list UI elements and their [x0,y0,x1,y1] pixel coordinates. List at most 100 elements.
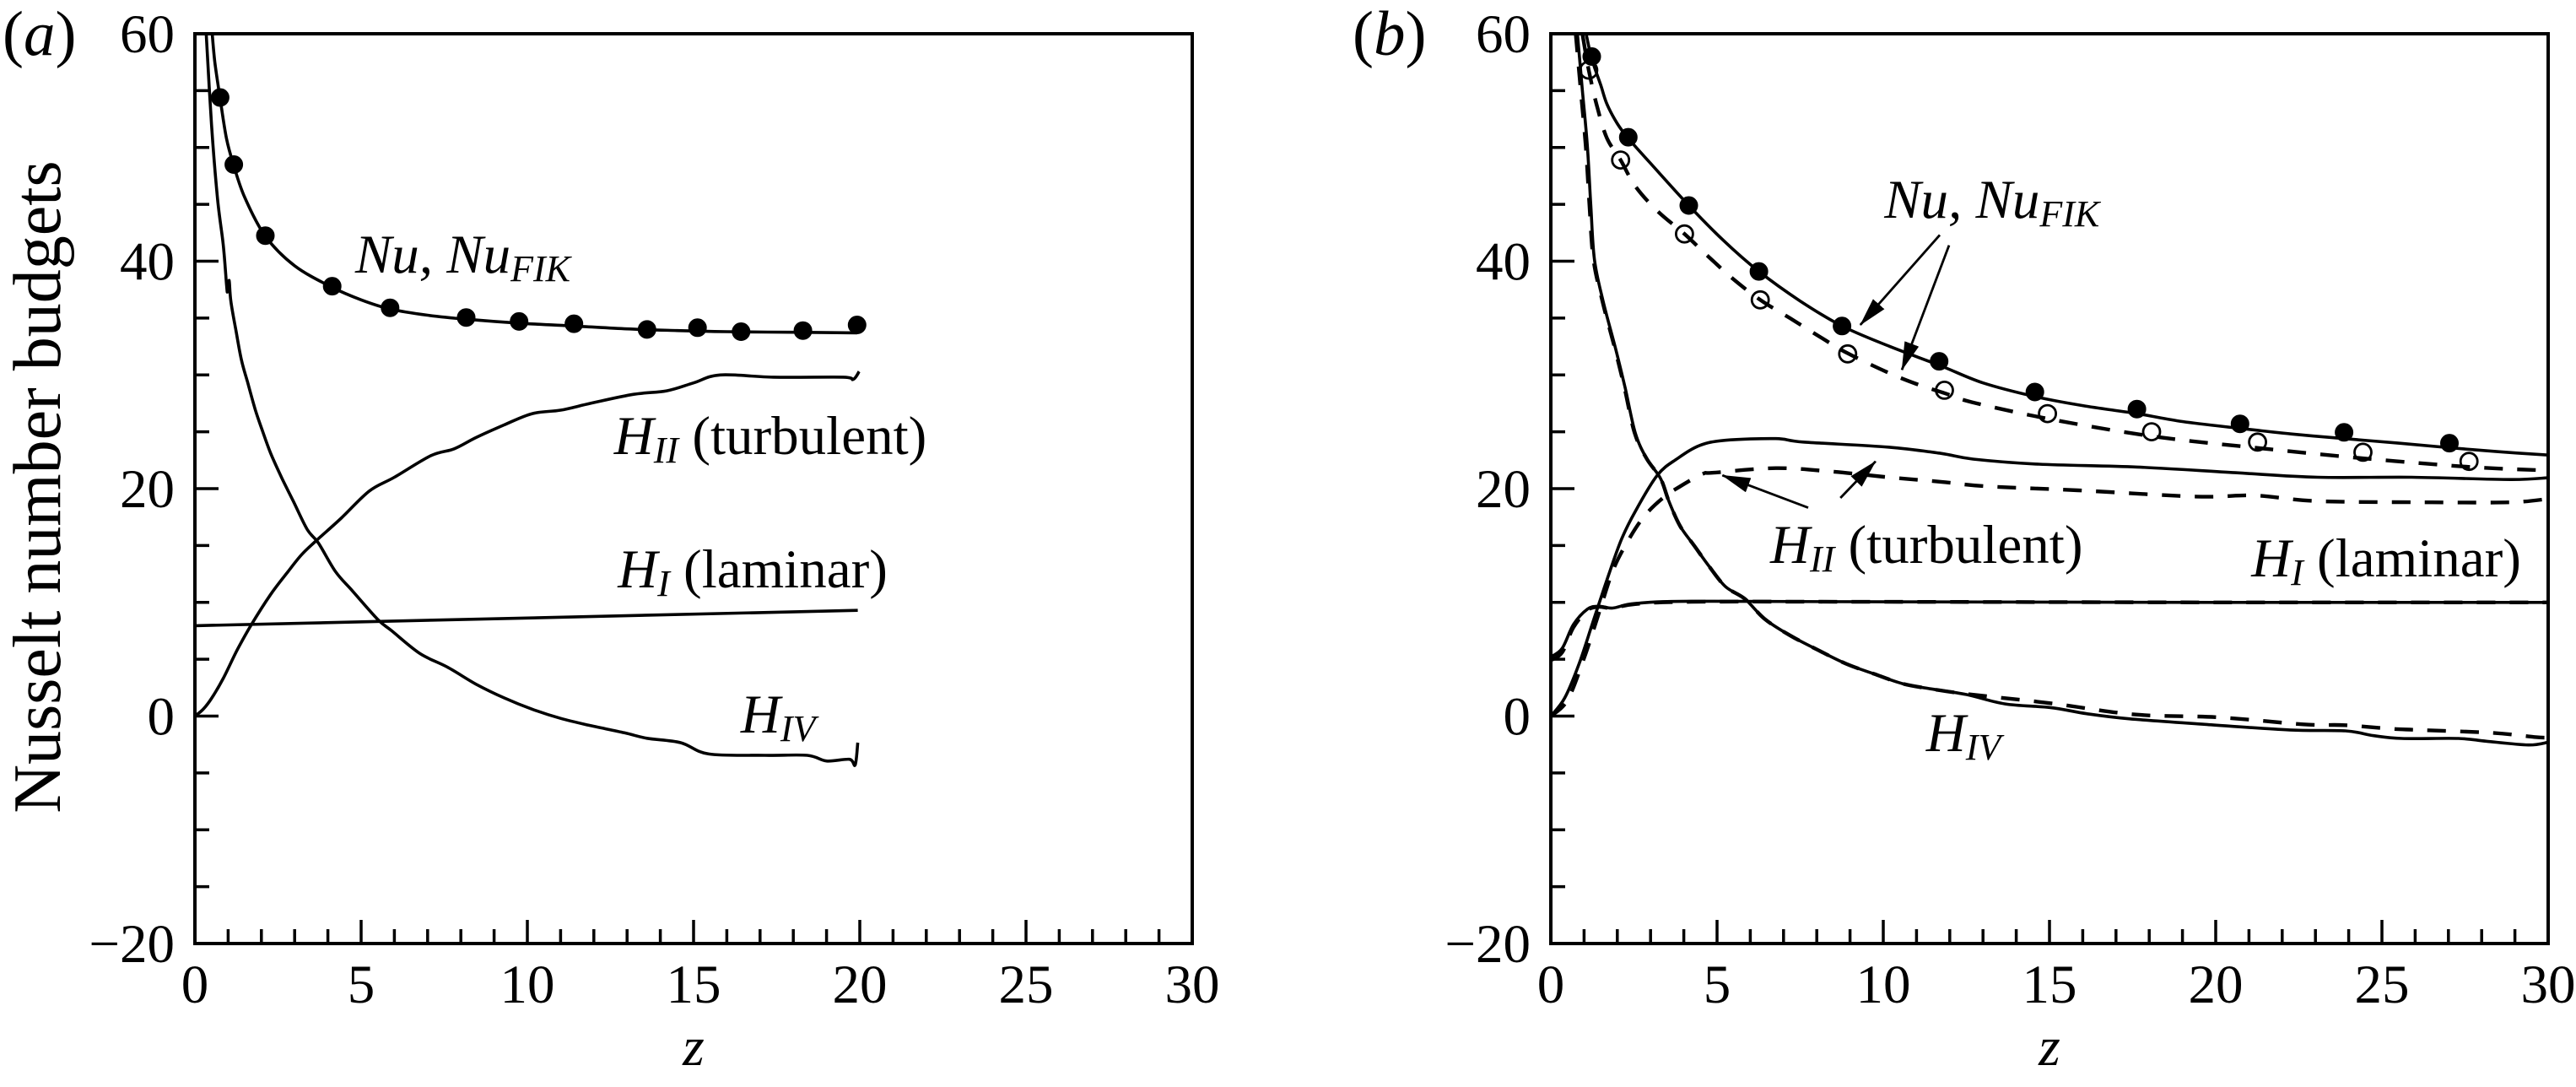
series-line-nu-solid [1585,34,2548,457]
series-line-h-iv [204,34,860,767]
series-annotation-h-i: HI (laminar) [2250,528,2521,593]
x-axis-label: z [682,1016,705,1078]
filled-circle-marker [1749,262,1769,281]
open-circle-marker [1750,289,1770,310]
annotation-main: H [617,539,660,600]
filled-circle-marker [210,88,230,107]
x-tick-label: 15 [2022,955,2077,1015]
y-tick-label: 0 [148,687,176,748]
series-annotation-h-i: HI (laminar) [617,539,888,604]
annotation-subscript: II [653,430,681,471]
filled-circle-marker [2440,434,2459,453]
series-annotation-h-iv: HIV [740,684,820,749]
filled-circle-marker [1833,316,1852,336]
filled-circle-marker [224,155,244,174]
annotation-main: Nu, Nu [354,224,510,285]
x-tick-label: 5 [348,955,375,1015]
panel-label-letter: b [1374,0,1406,69]
axis-ticks [193,32,1194,945]
x-tick-label: 10 [1856,955,1911,1015]
annotation-main: Nu, Nu [1883,170,2039,230]
x-tick-label: 20 [833,955,888,1015]
open-circle-marker [1611,150,1631,170]
series-lines [1551,34,2548,747]
annotation-arrow-icon [1900,245,1951,371]
y-axis-label: Nusselt number budgets [1,160,75,813]
annotation-subscript: FIK [2039,193,2102,235]
annotation-suffix: (turbulent) [1834,515,2082,576]
annotation-main: H [740,684,783,745]
annotation-subscript: FIK [510,248,573,289]
plot-frame [193,32,1194,945]
plot-frame [1549,32,2550,945]
filled-circle-marker [564,314,584,333]
x-tick-label: 25 [2355,955,2410,1015]
panel-label: (b) [1353,0,1426,69]
annotation-arrow-icon [1839,460,1877,499]
annotation-main: H [2250,528,2293,589]
annotation-subscript: I [2290,552,2305,593]
y-tick-label: 60 [1476,4,1531,65]
x-tick-label: 20 [2189,955,2244,1015]
series-markers [1579,47,2479,472]
y-tick-label: 60 [120,4,175,65]
y-tick-label: −20 [89,914,175,975]
filled-circle-marker [510,311,529,331]
series-annotation-h-ii: HII (turbulent) [613,406,926,471]
panel-label-close: ) [55,0,76,69]
filled-circle-marker [1618,127,1638,147]
annotation-main: H [1925,703,1968,764]
open-circle-marker [1579,60,1599,80]
annotation-subscript: II [1809,538,1837,580]
filled-circle-marker [847,316,867,334]
filled-circle-marker [1930,352,1949,371]
annotation-arrow-icon [1721,473,1809,509]
series-annotation-nu-nu-fik: Nu, NuFIK [354,224,573,289]
filled-circle-marker [381,298,400,317]
filled-circle-marker [2025,382,2044,402]
filled-circle-marker [456,308,476,327]
annotation-main: H [1769,515,1812,576]
x-tick-label: 0 [1537,955,1565,1015]
open-circle-marker [2248,432,2268,452]
filled-circle-marker [322,277,342,296]
x-tick-label: 30 [2521,955,2576,1015]
panel-label-open: ( [1353,0,1374,69]
x-axis-label: z [2038,1016,2060,1078]
panel-label: (a) [3,0,76,69]
panel-label-letter: a [24,0,56,69]
annotation-suffix: (laminar) [2303,528,2521,589]
filled-circle-marker [732,322,751,341]
series-annotation-nu-nu-fik: Nu, NuFIK [1883,170,2102,235]
series-line-h-ii-turbulent [195,370,861,717]
filled-circle-marker [793,321,813,340]
x-tick-label: 25 [999,955,1054,1015]
axis-ticks [1549,32,2550,945]
y-tick-label: −20 [1445,914,1531,975]
series-line-h-iv-solid [1575,34,2548,747]
open-circle-marker [1675,224,1694,244]
filled-circle-marker [2127,399,2147,419]
x-tick-label: 30 [1165,955,1220,1015]
filled-circle-marker [2230,414,2249,434]
x-tick-label: 15 [667,955,721,1015]
series-line-h-ii-turbulent-solid [1551,436,2548,717]
series-line-h-i-laminar [195,608,858,628]
filled-circle-marker [688,318,707,338]
annotation-subscript: IV [780,708,820,749]
annotation-subscript: I [656,563,672,604]
y-tick-label: 0 [1504,687,1531,748]
y-tick-label: 40 [120,232,175,293]
filled-circle-marker [1679,196,1698,215]
series-line-nu [210,34,857,335]
series-line-h-i-laminar-dashed [1551,599,2548,662]
open-circle-marker [2038,403,2058,424]
open-circle-marker [1838,343,1858,364]
filled-circle-marker [256,226,275,246]
series-lines [195,34,861,767]
open-circle-marker [2353,442,2373,462]
